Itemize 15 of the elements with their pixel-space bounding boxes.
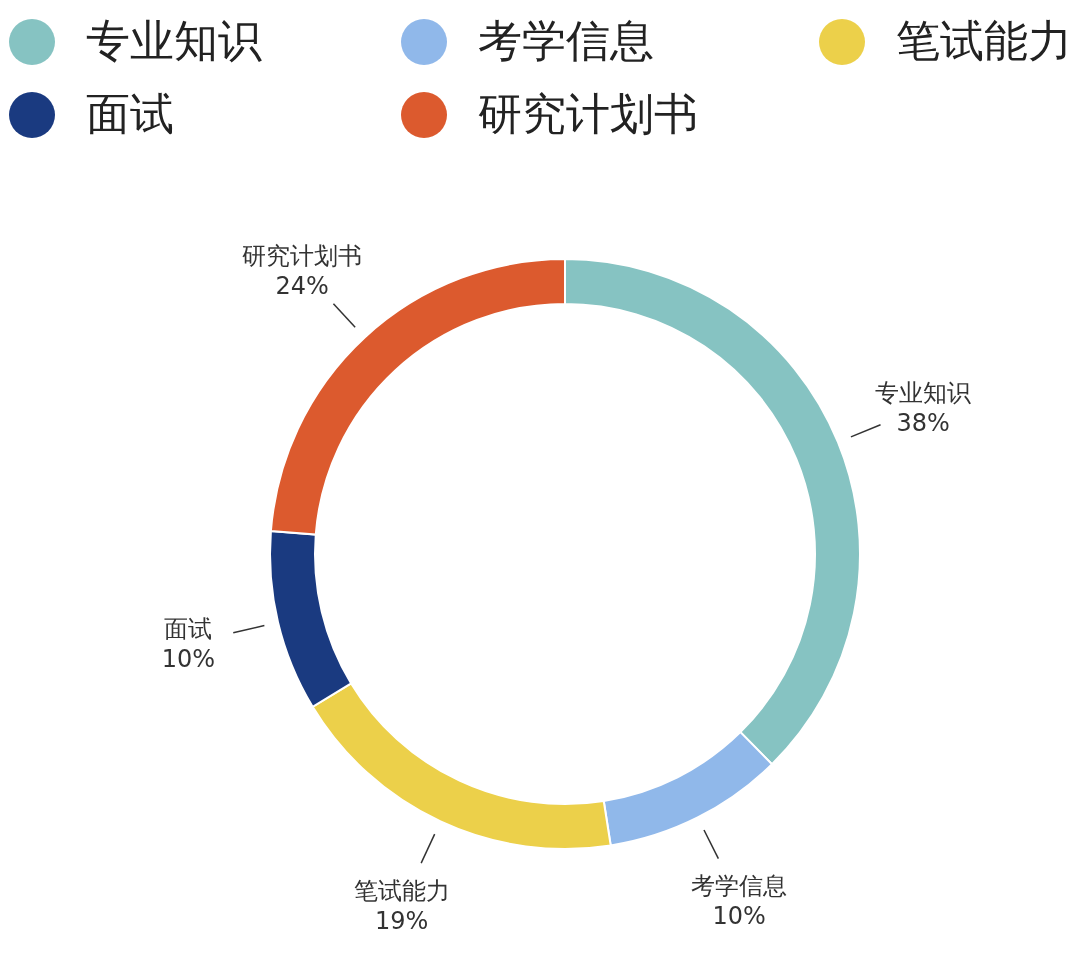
data-label: 38% (896, 409, 950, 438)
data-label: 24% (275, 271, 329, 300)
slice-label: 面试 (164, 615, 213, 644)
slice-label: 笔试能力 (353, 876, 450, 905)
legend-label: 考学信息 (478, 14, 654, 68)
legend-label: 笔试能力 (896, 14, 1072, 68)
slice-label: 专业知识 (875, 379, 972, 408)
data-label: 10% (161, 645, 216, 674)
legend-label: 研究计划书 (478, 87, 698, 141)
slice-label: 研究计划书 (242, 241, 363, 270)
legend-label: 面试 (86, 87, 174, 141)
slice-label: 考学信息 (691, 871, 788, 900)
legend-label: 专业知识 (86, 14, 262, 68)
data-label: 10% (712, 901, 766, 930)
data-label: 19% (375, 906, 429, 935)
